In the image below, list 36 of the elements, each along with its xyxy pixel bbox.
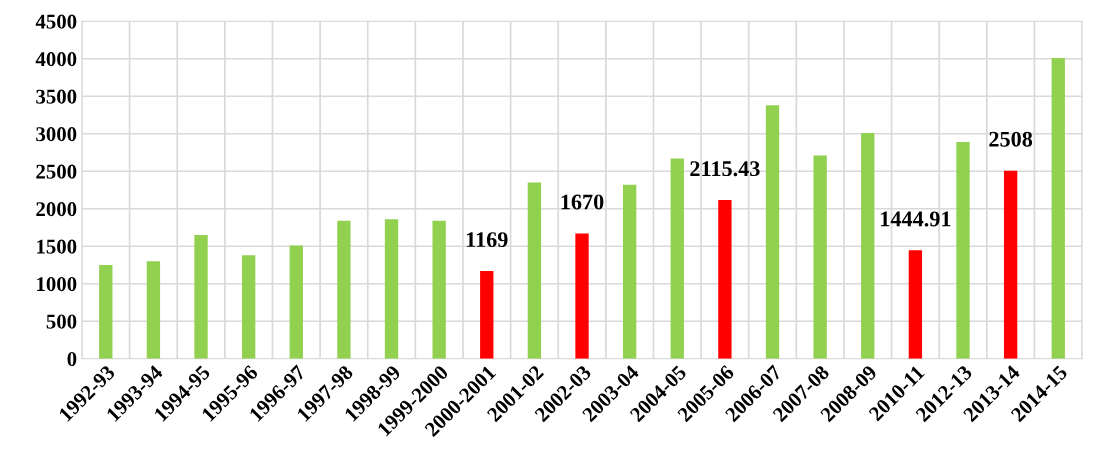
bar bbox=[765, 105, 780, 359]
bar bbox=[718, 200, 732, 359]
data-label: 2508 bbox=[989, 131, 1033, 147]
y-tick-label: 1000 bbox=[37, 277, 77, 292]
bar bbox=[194, 234, 208, 359]
data-label: 1169 bbox=[466, 232, 508, 248]
bar bbox=[908, 250, 923, 359]
bar bbox=[384, 219, 399, 359]
y-tick-label: 1500 bbox=[37, 239, 77, 254]
bar bbox=[861, 132, 875, 359]
bar bbox=[289, 245, 303, 359]
y-tick-label: 4000 bbox=[35, 52, 77, 67]
y-tick-label: 2500 bbox=[36, 164, 77, 179]
bar bbox=[480, 271, 494, 359]
bar bbox=[432, 220, 446, 359]
y-tick-label: 2000 bbox=[36, 202, 77, 217]
y-tick-label: 500 bbox=[46, 314, 77, 329]
bar bbox=[622, 184, 637, 359]
bar bbox=[575, 233, 589, 359]
bar bbox=[956, 141, 970, 359]
bar bbox=[99, 264, 113, 359]
y-tick-label: 3500 bbox=[36, 89, 77, 104]
y-tick-label: 3000 bbox=[36, 127, 77, 142]
bar bbox=[813, 155, 827, 359]
data-label: 1670 bbox=[561, 194, 604, 210]
y-tick-label: 0 bbox=[67, 352, 77, 367]
bar bbox=[1003, 170, 1018, 359]
bar bbox=[527, 182, 542, 359]
data-label: 2115.43 bbox=[690, 161, 760, 177]
bar bbox=[146, 261, 161, 359]
data-label: 1444.91 bbox=[881, 211, 951, 227]
y-tick-label: 4500 bbox=[35, 14, 77, 29]
bar bbox=[241, 255, 256, 359]
bar bbox=[670, 158, 684, 359]
bar bbox=[337, 220, 351, 359]
bar bbox=[1051, 57, 1065, 359]
